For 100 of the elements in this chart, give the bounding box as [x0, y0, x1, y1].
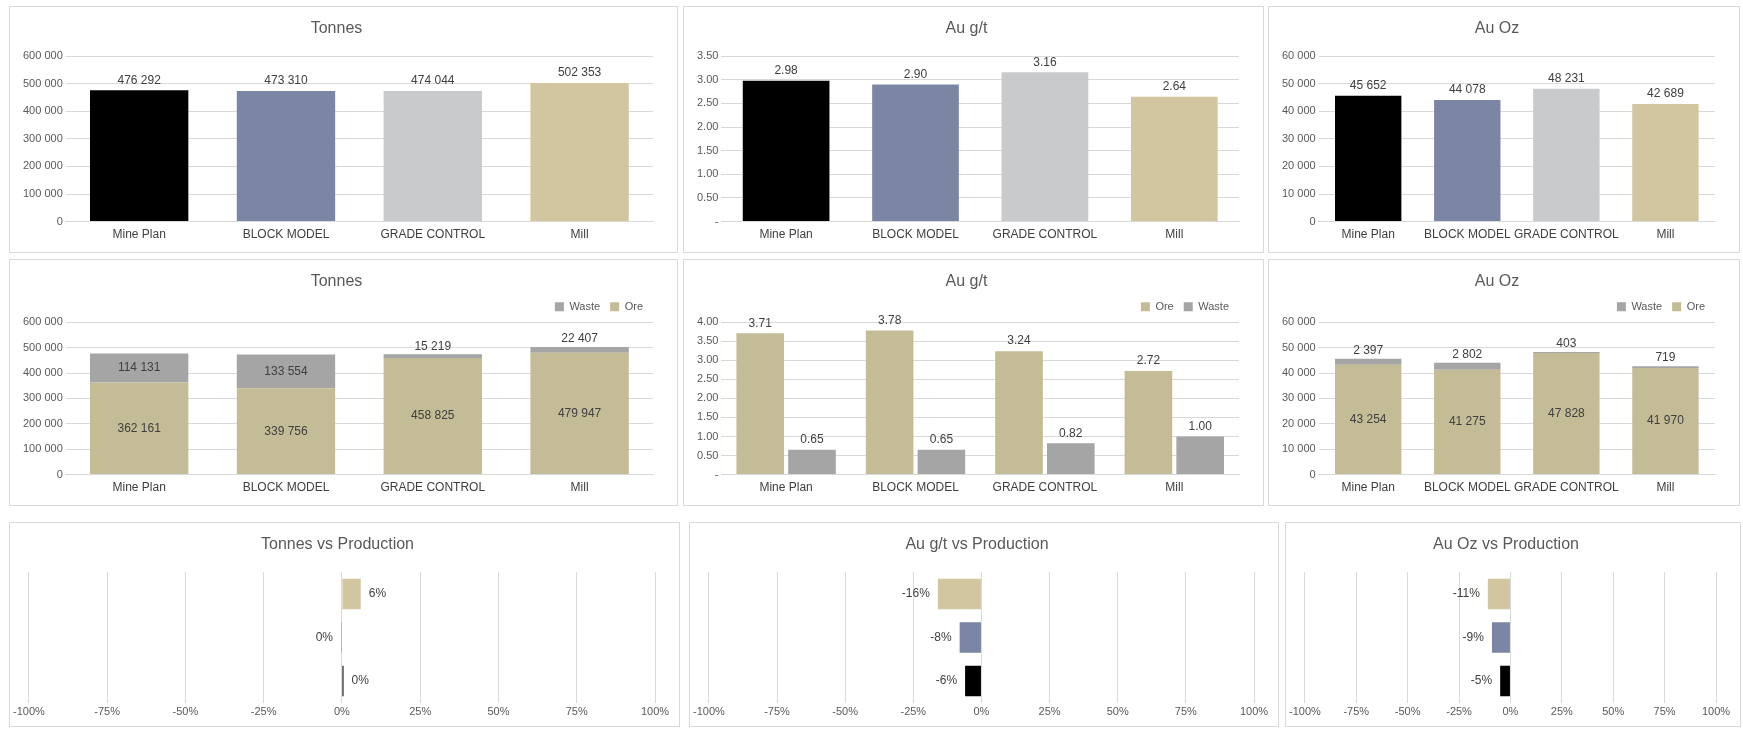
legend-label: Ore [1686, 299, 1706, 312]
y-tick-label: 2.00 [696, 391, 719, 404]
data-label: 2.90 [903, 66, 928, 81]
bar [1334, 364, 1402, 475]
y-tick-label: 100 000 [23, 187, 63, 200]
data-label: -11% [1452, 586, 1481, 601]
bar [1533, 353, 1600, 475]
y-tick-label: 1.00 [696, 167, 719, 180]
x-tick-label: Mine Plan [1341, 227, 1395, 242]
x-tick-label: Mill [1165, 480, 1184, 495]
x-tick-label: -100% [693, 705, 726, 718]
chart-title: Tonnes [310, 19, 363, 37]
y-tick-label: 1.50 [696, 410, 719, 423]
x-tick-label: -25% [250, 705, 277, 718]
data-label: 479 947 [557, 405, 602, 420]
data-label: 474 044 [411, 73, 455, 88]
data-label: 719 [1655, 350, 1676, 365]
x-tick-label: GRADE CONTROL [1514, 227, 1620, 242]
x-tick-label: Mill [570, 227, 589, 242]
data-label: 1.00 [1188, 418, 1213, 433]
data-label: 42 689 [1647, 86, 1685, 101]
y-tick-label: 100 000 [23, 442, 63, 455]
y-tick-label: 20 000 [1281, 416, 1316, 429]
x-tick-label: BLOCK MODEL [1423, 480, 1511, 495]
legend-label: Waste [569, 299, 601, 312]
y-tick-label: 3.50 [696, 49, 719, 62]
y-tick-label: 50 000 [1281, 76, 1316, 89]
data-label: 0% [351, 673, 370, 688]
bar [742, 80, 830, 222]
y-tick-label: 30 000 [1281, 131, 1316, 144]
x-tick-label: Mine Plan [112, 227, 166, 242]
bar [89, 353, 189, 383]
data-label: 2.72 [1136, 353, 1161, 368]
y-tick-label: 300 000 [23, 391, 63, 404]
y-tick-label: 0.50 [696, 191, 719, 203]
data-label: 15 219 [414, 338, 452, 353]
y-tick-label: 200 000 [23, 159, 63, 172]
x-tick-label: 0% [334, 705, 351, 718]
bar [1046, 443, 1095, 475]
data-label: 2 802 [1452, 346, 1483, 361]
x-tick-label: -100% [13, 705, 46, 718]
legend-label: Ore [624, 299, 644, 312]
chart-title: Au Oz vs Production [1433, 535, 1579, 553]
y-tick-label: 0 [56, 214, 63, 227]
chart-title: Au Oz [1474, 272, 1520, 290]
bar [530, 352, 629, 475]
bar [1130, 96, 1218, 222]
y-tick-label: 50 000 [1281, 340, 1316, 353]
data-label: 473 310 [264, 73, 308, 88]
data-label: 0.82 [1059, 425, 1083, 440]
legend-label: Ore [1155, 299, 1174, 312]
x-tick-label: -50% [1394, 705, 1421, 718]
y-tick-label: 600 000 [23, 49, 63, 62]
bar [1124, 370, 1173, 475]
bar [995, 351, 1043, 475]
x-tick-label: -75% [94, 705, 121, 718]
x-tick-label: 0% [1502, 705, 1519, 718]
bar [383, 354, 482, 359]
y-tick-label: 2.50 [696, 96, 719, 109]
x-tick-label: 50% [1602, 705, 1625, 718]
x-tick-label: BLOCK MODEL [1423, 227, 1511, 242]
y-tick-label: 0 [56, 467, 63, 480]
x-tick-label: -25% [1446, 705, 1473, 718]
chart-title: Tonnes vs Production [261, 535, 414, 553]
y-tick-label: 3.00 [696, 353, 719, 366]
chart-title: Tonnes [310, 272, 363, 290]
x-tick-label: -50% [832, 705, 859, 718]
data-label: -5% [1470, 673, 1493, 688]
x-tick-label: -100% [1289, 705, 1322, 718]
legend-label: Waste [1631, 299, 1663, 312]
bar [1434, 369, 1501, 475]
x-tick-label: 75% [1653, 705, 1676, 718]
data-label: 3.78 [877, 312, 902, 327]
x-tick-label: BLOCK MODEL [242, 480, 330, 495]
x-tick-label: 75% [565, 705, 588, 718]
bar [530, 347, 629, 353]
data-label: 403 [1556, 336, 1577, 351]
data-label: 22 407 [561, 331, 599, 346]
y-tick-label: 600 000 [23, 315, 63, 328]
y-tick-label: 400 000 [23, 366, 63, 379]
data-label: 2 397 [1353, 342, 1384, 357]
x-tick-label: -25% [900, 705, 927, 718]
x-tick-label: Mill [570, 480, 589, 495]
y-tick-label: 10 000 [1281, 187, 1316, 200]
bar [1533, 88, 1600, 222]
y-tick-label: 300 000 [23, 131, 63, 144]
y-tick-label: 3.50 [696, 334, 719, 347]
y-tick-label: 4.00 [696, 315, 719, 328]
y-tick-label: 30 000 [1281, 391, 1316, 404]
y-tick-label: 500 000 [23, 76, 63, 89]
y-tick-label: 2.50 [696, 372, 719, 385]
y-tick-label: 0.50 [696, 448, 719, 461]
bar [89, 382, 189, 475]
data-label: -6% [935, 673, 958, 688]
x-tick-label: BLOCK MODEL [242, 227, 330, 242]
bar [788, 449, 836, 475]
bar [236, 354, 336, 389]
x-tick-label: GRADE CONTROL [992, 227, 1098, 242]
data-label: 339 756 [264, 423, 308, 438]
x-tick-label: Mill [1165, 227, 1184, 242]
